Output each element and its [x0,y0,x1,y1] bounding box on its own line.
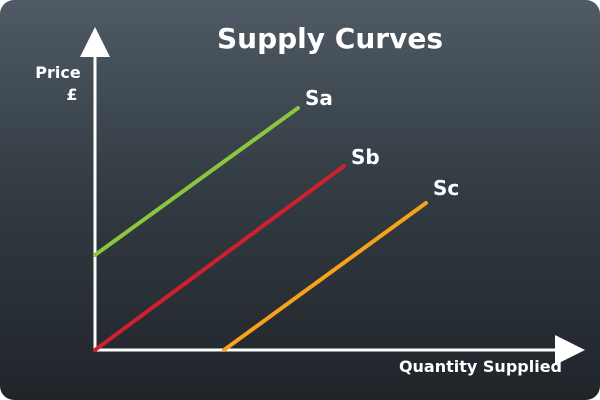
supply-curve-sb [93,164,346,352]
supply-curve-sc [222,201,428,352]
curve-label-sa: Sa [305,86,333,110]
diagram-title: Supply Curves [217,22,443,55]
y-axis-label: Price [35,63,81,82]
curve-label-sc: Sc [433,176,459,200]
supply-curve-sa [93,106,300,257]
y-axis-unit-label: £ [66,85,77,104]
curve-label-sb: Sb [351,145,380,169]
x-axis-label: Quantity Supplied [399,357,562,376]
